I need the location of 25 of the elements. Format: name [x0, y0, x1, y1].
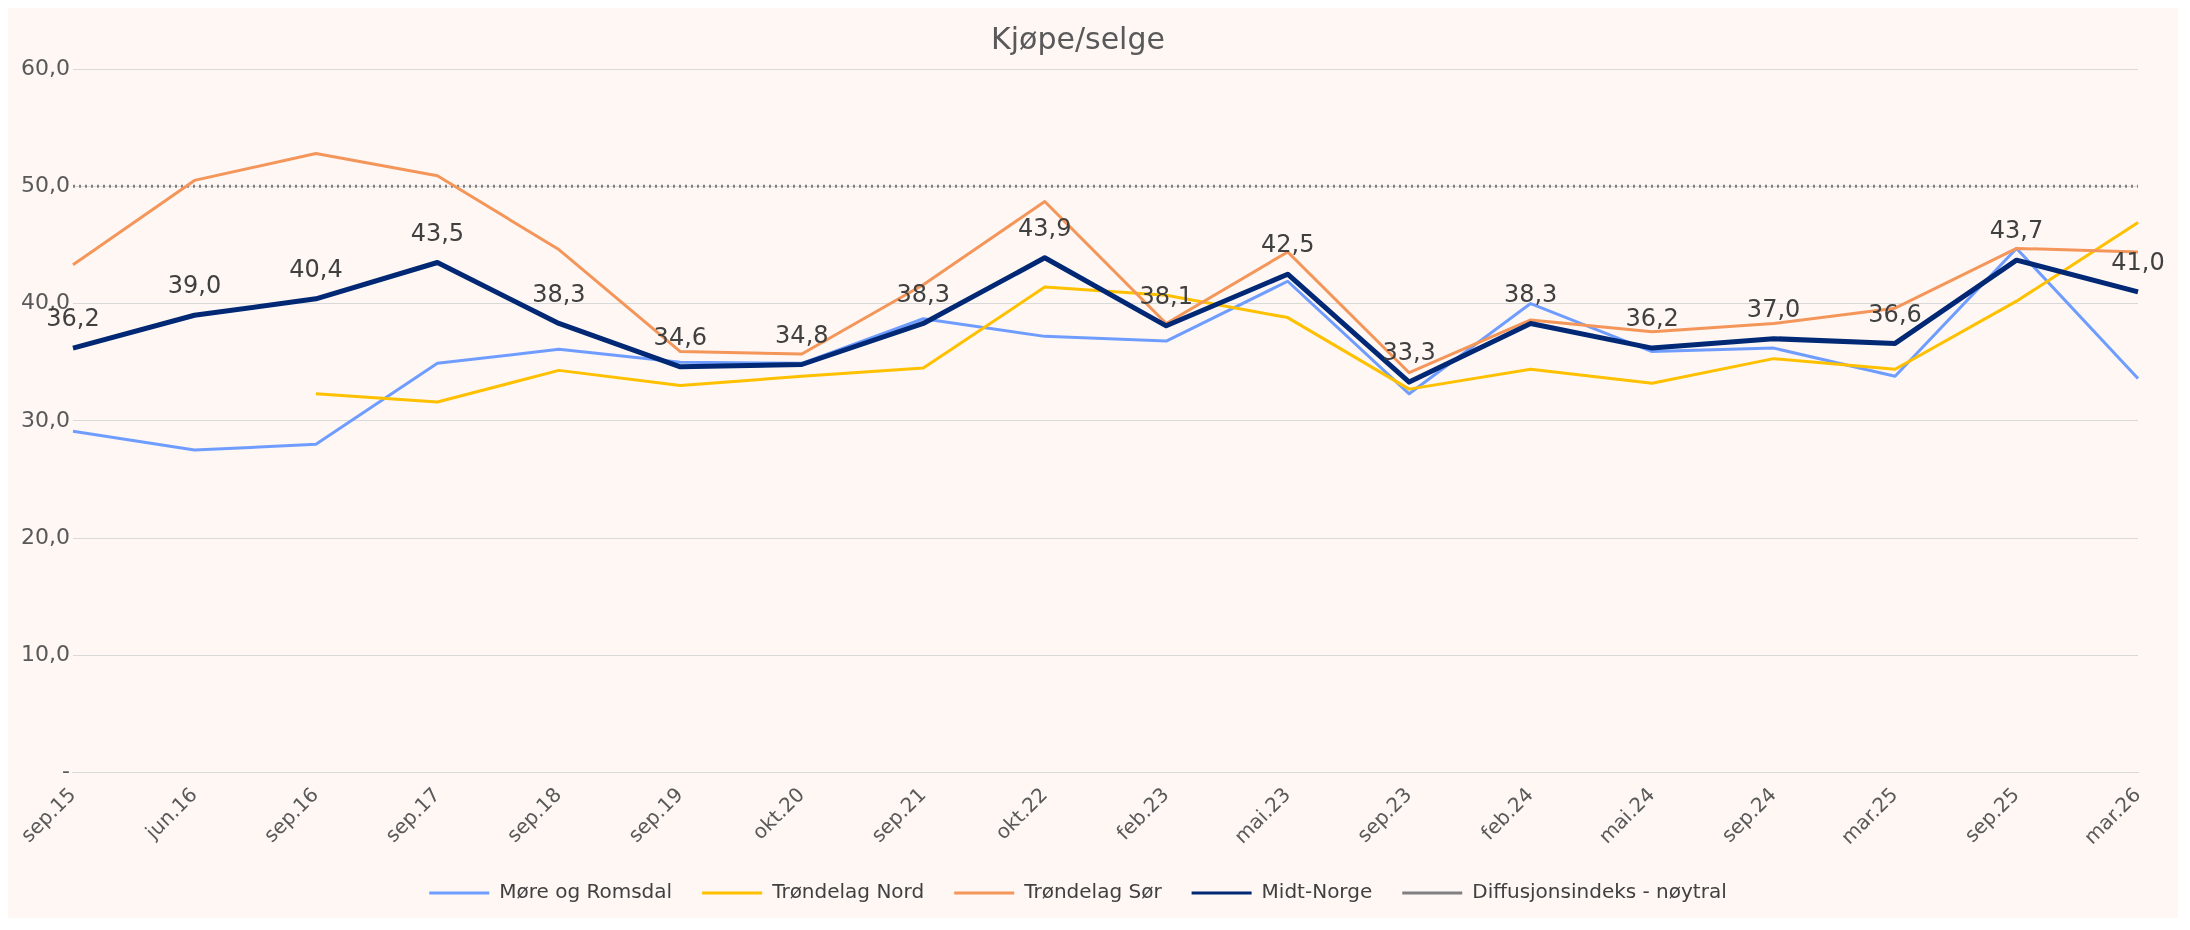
legend-label: Trøndelag Sør [1023, 879, 1163, 904]
data-label: 39,0 [167, 271, 222, 300]
y-tick-label: 50,0 [21, 171, 70, 197]
y-tick-label: 10,0 [21, 641, 70, 667]
legend-label: Diffusjonsindeks - nøytral [1472, 879, 1727, 904]
data-label: 43,5 [410, 218, 465, 247]
data-label: 34,8 [775, 320, 829, 349]
data-label: 43,7 [1989, 216, 2044, 245]
y-tick-label: 20,0 [21, 523, 70, 549]
data-label: 36,6 [1868, 299, 1922, 328]
data-label: 36,2 [1625, 304, 1679, 333]
y-tick-label: 60,0 [21, 54, 70, 80]
data-label: 38,3 [1503, 279, 1558, 308]
data-label: 41,0 [2111, 248, 2165, 277]
data-label: 42,5 [1260, 230, 1315, 259]
data-label: 40,4 [289, 255, 343, 284]
y-tick-label: 30,0 [21, 406, 70, 432]
data-label: 38,3 [532, 279, 586, 308]
y-tick-label: - [62, 758, 70, 784]
legend-label: Trøndelag Nord [771, 879, 925, 904]
legend-label: Møre og Romsdal [499, 879, 673, 904]
data-label: 43,9 [1018, 214, 1072, 243]
chart-title: Kjøpe/selge [991, 20, 1165, 56]
legend-label: Midt-Norge [1261, 879, 1373, 904]
data-label: 37,0 [1746, 294, 1801, 323]
